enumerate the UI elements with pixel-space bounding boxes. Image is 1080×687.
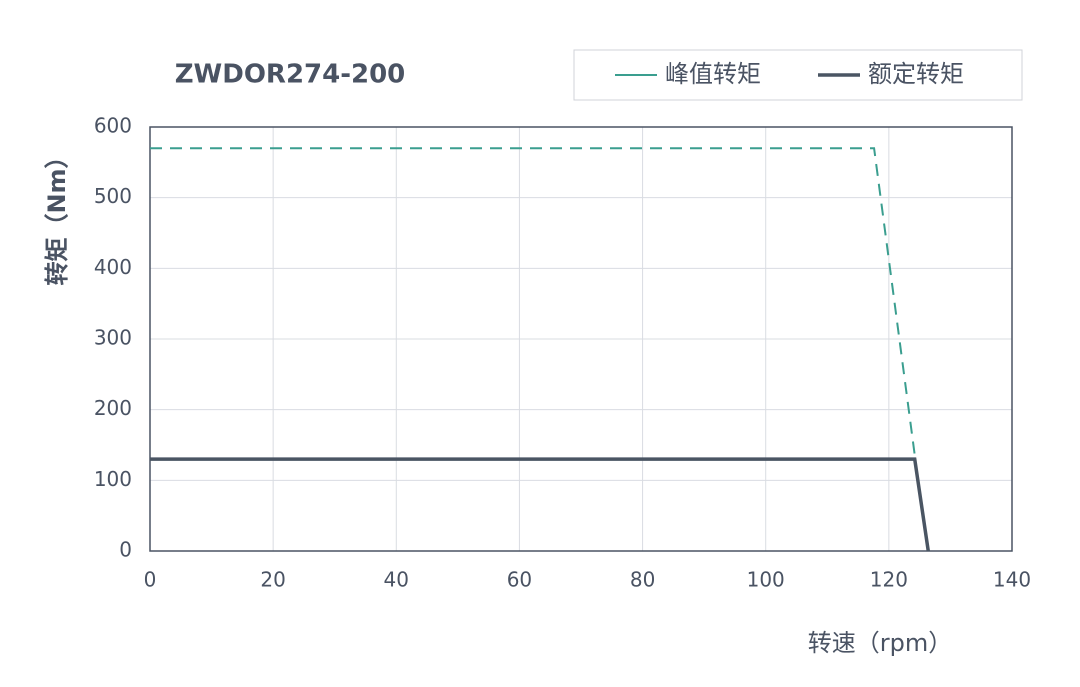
x-tick-label: 60	[507, 568, 532, 592]
legend-label: 峰值转矩	[665, 60, 761, 88]
y-tick-label: 500	[94, 184, 132, 208]
y-tick-label: 200	[94, 396, 132, 420]
chart-title: ZWDOR274-200	[175, 60, 406, 90]
legend-label: 额定转矩	[868, 60, 964, 88]
y-tick-label: 0	[119, 538, 132, 562]
plot-border	[149, 126, 1013, 552]
y-axis-label: 转矩（Nm）	[43, 144, 71, 285]
y-tick-label: 100	[94, 467, 132, 491]
line	[150, 147, 916, 456]
y-tick-label: 400	[94, 255, 132, 279]
y-tick-label: 300	[94, 326, 132, 350]
x-tick-label: 140	[993, 568, 1031, 592]
y-tick-label: 600	[94, 114, 132, 138]
x-tick-label: 20	[260, 568, 285, 592]
line	[150, 457, 930, 552]
x-tick-label: 120	[870, 568, 908, 592]
x-tick-label: 40	[384, 568, 409, 592]
x-axis-label: 转速（rpm）	[808, 629, 952, 657]
x-tick-label: 100	[747, 568, 785, 592]
x-tick-label: 0	[144, 568, 157, 592]
x-tick-label: 80	[630, 568, 655, 592]
